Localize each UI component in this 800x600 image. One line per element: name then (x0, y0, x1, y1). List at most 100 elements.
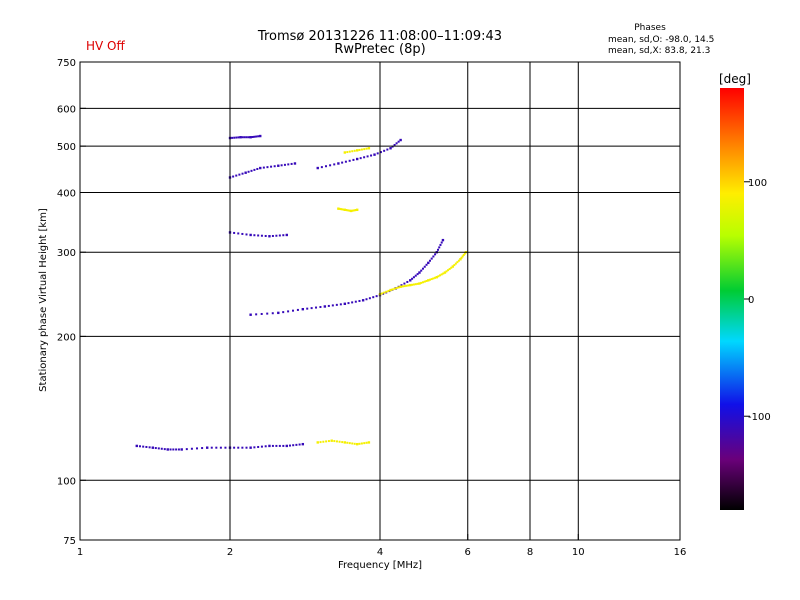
trace-point (385, 290, 388, 293)
trace-point (383, 291, 386, 294)
trace-point (348, 209, 351, 212)
trace-point (250, 169, 253, 172)
trace-point (368, 297, 371, 300)
trace-point (282, 444, 285, 447)
colorbar-tick-label: 0 (748, 295, 754, 306)
trace-point (372, 296, 375, 299)
trace-point (249, 313, 252, 316)
trace-point (287, 310, 290, 313)
y-axis: 75 100 200 300 400 500 600 750 (57, 58, 86, 547)
trace-point (348, 150, 351, 153)
trace-point (343, 302, 347, 305)
stats-x-mode: mean, sd,X: 83.8, 21.3 (608, 46, 710, 56)
trace-point (292, 309, 295, 312)
trace-point (420, 281, 423, 284)
trace-point (393, 287, 396, 290)
trace-point (327, 304, 330, 307)
trace-point (327, 440, 330, 443)
trace-point (241, 446, 244, 449)
colorbar-tick-label: -100 (748, 412, 771, 423)
trace-point (360, 148, 363, 151)
trace-point (260, 312, 263, 315)
trace-point (363, 442, 366, 445)
trace-point (358, 442, 361, 445)
trace-point (382, 292, 385, 295)
grid-lines (80, 62, 680, 540)
trace-point (233, 136, 236, 139)
trace-point (463, 252, 466, 255)
trace-point (457, 259, 460, 262)
trace-point (337, 207, 340, 210)
trace-point (196, 447, 199, 450)
trace-point (145, 445, 148, 448)
trace-point (341, 441, 344, 444)
trace-point (255, 313, 258, 316)
trace-point (365, 147, 368, 150)
trace-point (247, 170, 250, 173)
trace-point (278, 234, 281, 237)
colorbar (720, 88, 744, 510)
trace-point (201, 447, 204, 450)
trace-point (355, 157, 359, 161)
y-tick-label: 750 (57, 58, 76, 69)
trace-point (459, 258, 462, 261)
trace-point (177, 448, 180, 451)
trace-point (425, 263, 428, 266)
trace-point (373, 153, 376, 156)
x-tick-label: 4 (377, 547, 383, 558)
trace-point (381, 292, 384, 295)
trace-point (298, 443, 301, 446)
trace-point (333, 163, 336, 166)
trace-point (282, 234, 285, 237)
trace-point (135, 444, 138, 448)
trace-point (407, 284, 410, 287)
trace-point (354, 209, 357, 212)
trace-point (447, 269, 450, 272)
trace-point (292, 444, 295, 447)
trace-point (435, 275, 438, 279)
trace-point (244, 171, 247, 174)
trace-point (285, 444, 288, 448)
trace-point (418, 282, 421, 285)
trace-point (282, 311, 285, 314)
trace-point (445, 270, 448, 273)
trace-point (275, 234, 278, 237)
trace-point (428, 278, 431, 281)
trace-point (460, 256, 463, 259)
x-tick-label: 10 (572, 547, 585, 558)
trace-point (275, 444, 278, 447)
trace-point (142, 445, 145, 448)
trace-point (245, 446, 248, 449)
trace-point (414, 274, 417, 277)
trace-point (416, 273, 419, 276)
trace-point (343, 151, 347, 154)
trace-point (175, 448, 178, 451)
trace-point (347, 302, 350, 305)
trace-point (243, 136, 246, 139)
trace-point (169, 448, 172, 451)
trace-point (253, 234, 256, 237)
trace-point (233, 231, 236, 234)
x-axis: 1 2 4 6 8 10 16 (77, 534, 686, 558)
trace-point (319, 306, 322, 309)
trace-point (347, 209, 350, 212)
trace-point (351, 301, 354, 304)
trace-point (427, 279, 430, 282)
trace-point (249, 136, 252, 139)
trace-point (151, 446, 155, 449)
trace-point (160, 447, 163, 450)
trace-point (428, 259, 431, 262)
trace-point (351, 209, 354, 212)
trace-point (231, 136, 234, 139)
trace-point (366, 155, 369, 158)
trace-point (416, 282, 419, 285)
trace-point (249, 233, 252, 237)
trace-point (400, 284, 403, 287)
trace-point (343, 441, 347, 444)
trace-point (430, 257, 433, 260)
trace-point (387, 289, 390, 292)
trace-point (237, 232, 240, 235)
trace-point (425, 279, 428, 282)
trace-point (271, 444, 274, 447)
